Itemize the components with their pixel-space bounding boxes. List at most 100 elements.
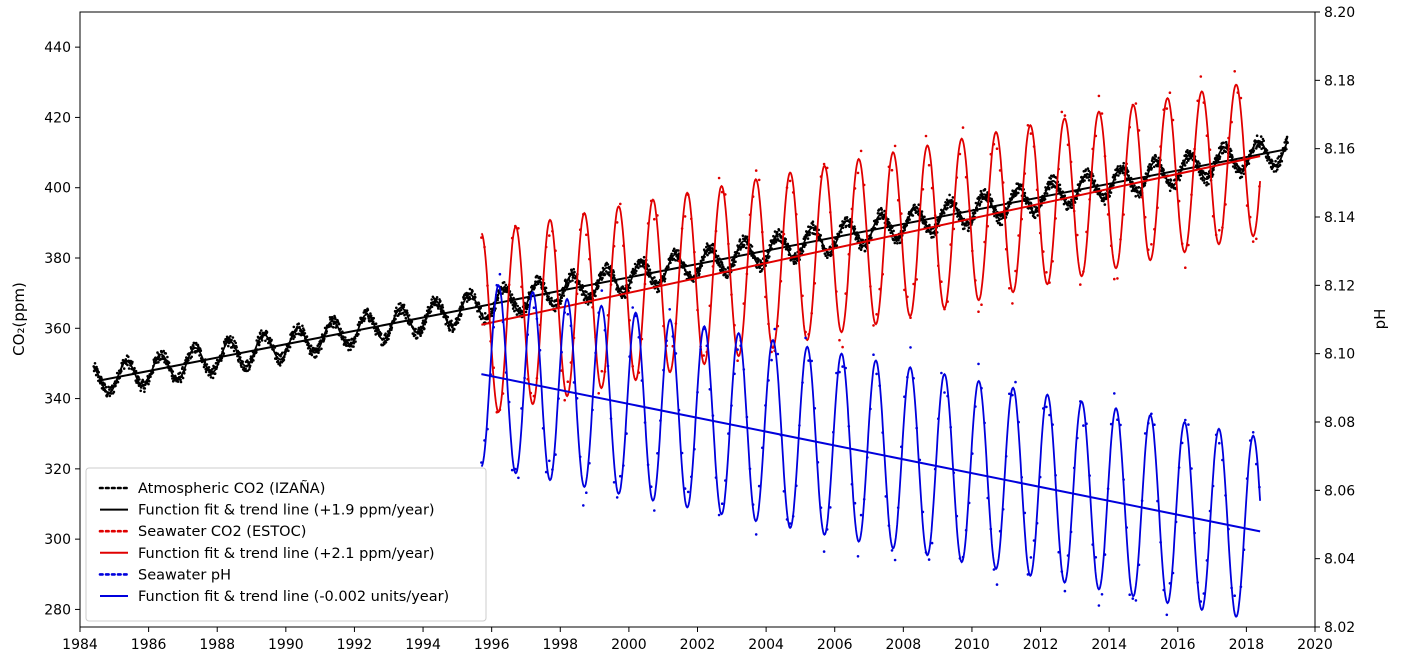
- data-point: [395, 306, 398, 310]
- data-point: [621, 285, 624, 288]
- data-point: [211, 376, 215, 380]
- data-point: [446, 315, 450, 319]
- data-point: [924, 134, 928, 138]
- data-point: [366, 308, 370, 312]
- data-point: [708, 244, 711, 248]
- legend: Atmospheric CO2 (IZAÑA) Function fit & tr…: [85, 467, 487, 622]
- data-point: [264, 339, 267, 343]
- data-point: [653, 509, 656, 512]
- x-tick-label: 2018: [1229, 637, 1265, 653]
- data-point: [983, 188, 987, 191]
- data-point: [122, 367, 126, 370]
- data-point: [600, 369, 604, 373]
- data-point: [893, 241, 897, 245]
- data-point: [270, 338, 273, 342]
- data-point: [773, 327, 776, 331]
- left-y-tick-label: 380: [44, 251, 71, 267]
- data-point: [166, 355, 169, 359]
- x-tick-label: 1996: [474, 637, 510, 653]
- data-point: [677, 249, 680, 252]
- data-point: [430, 298, 434, 301]
- data-point: [806, 237, 810, 240]
- data-point: [792, 262, 796, 266]
- data-point: [1240, 175, 1244, 179]
- data-point: [1083, 179, 1086, 182]
- data-point: [570, 269, 573, 273]
- data-point: [879, 217, 882, 220]
- data-point: [1113, 277, 1116, 281]
- data-point: [339, 327, 343, 331]
- data-point: [331, 317, 335, 320]
- data-point: [670, 252, 673, 256]
- data-point: [859, 238, 862, 241]
- data-point: [859, 248, 863, 251]
- data-point: [347, 338, 351, 342]
- data-point: [726, 275, 729, 278]
- data-point: [942, 211, 946, 215]
- data-point: [754, 169, 758, 172]
- data-point: [774, 240, 778, 244]
- data-point: [399, 308, 403, 312]
- data-point: [927, 558, 931, 561]
- data-point: [107, 385, 110, 389]
- data-point: [157, 361, 160, 364]
- data-point: [468, 287, 472, 291]
- data-point: [736, 348, 739, 351]
- data-point: [698, 272, 701, 276]
- data-point: [229, 335, 232, 338]
- data-point: [143, 387, 147, 390]
- data-point: [1168, 91, 1172, 94]
- data-point: [314, 347, 318, 350]
- x-tick-label: 2016: [1160, 637, 1196, 653]
- x-tick-label: 1990: [268, 637, 304, 653]
- data-point: [1029, 556, 1033, 559]
- data-point: [932, 235, 935, 239]
- data-point: [429, 310, 433, 313]
- data-point: [1138, 196, 1141, 199]
- data-point: [301, 324, 304, 328]
- data-point: [405, 309, 409, 313]
- data-point: [1070, 206, 1074, 209]
- data-point: [672, 247, 676, 251]
- x-tick-label: 2012: [1023, 637, 1059, 653]
- data-point: [844, 224, 848, 228]
- data-point: [347, 348, 350, 352]
- data-point: [1060, 110, 1064, 114]
- data-point: [108, 388, 111, 391]
- data-point: [657, 289, 661, 293]
- data-point: [234, 341, 237, 345]
- data-point: [572, 267, 575, 271]
- right-y-tick-label: 8.20: [1324, 5, 1355, 21]
- data-point: [585, 290, 588, 294]
- data-point: [1082, 424, 1085, 427]
- data-point: [755, 266, 759, 269]
- legend-label: Atmospheric CO2 (IZAÑA): [138, 480, 325, 497]
- legend-label: Function fit & trend line (+1.9 ppm/year…: [138, 503, 435, 519]
- data-point: [882, 217, 885, 220]
- data-point: [991, 199, 994, 203]
- data-point: [305, 335, 309, 338]
- x-tick-label: 1998: [542, 637, 578, 653]
- data-point: [473, 293, 477, 296]
- x-tick-label: 1984: [62, 637, 98, 653]
- data-point: [209, 373, 212, 377]
- data-point: [532, 306, 536, 310]
- data-point: [504, 283, 508, 287]
- data-point: [115, 371, 119, 375]
- data-point: [647, 264, 650, 268]
- data-point: [951, 196, 955, 199]
- left-y-tick-label: 340: [44, 392, 71, 408]
- data-point: [1011, 302, 1014, 305]
- data-point: [448, 328, 452, 332]
- data-point: [124, 358, 128, 361]
- data-point: [1218, 228, 1221, 232]
- data-point: [367, 317, 371, 320]
- data-point: [320, 347, 323, 351]
- data-point: [222, 352, 226, 355]
- data-point: [515, 313, 519, 316]
- data-point: [674, 259, 677, 262]
- data-point: [648, 268, 652, 272]
- data-point: [794, 261, 798, 265]
- data-point: [946, 206, 949, 210]
- atmospheric-co2-fit-curve: [93, 139, 1289, 394]
